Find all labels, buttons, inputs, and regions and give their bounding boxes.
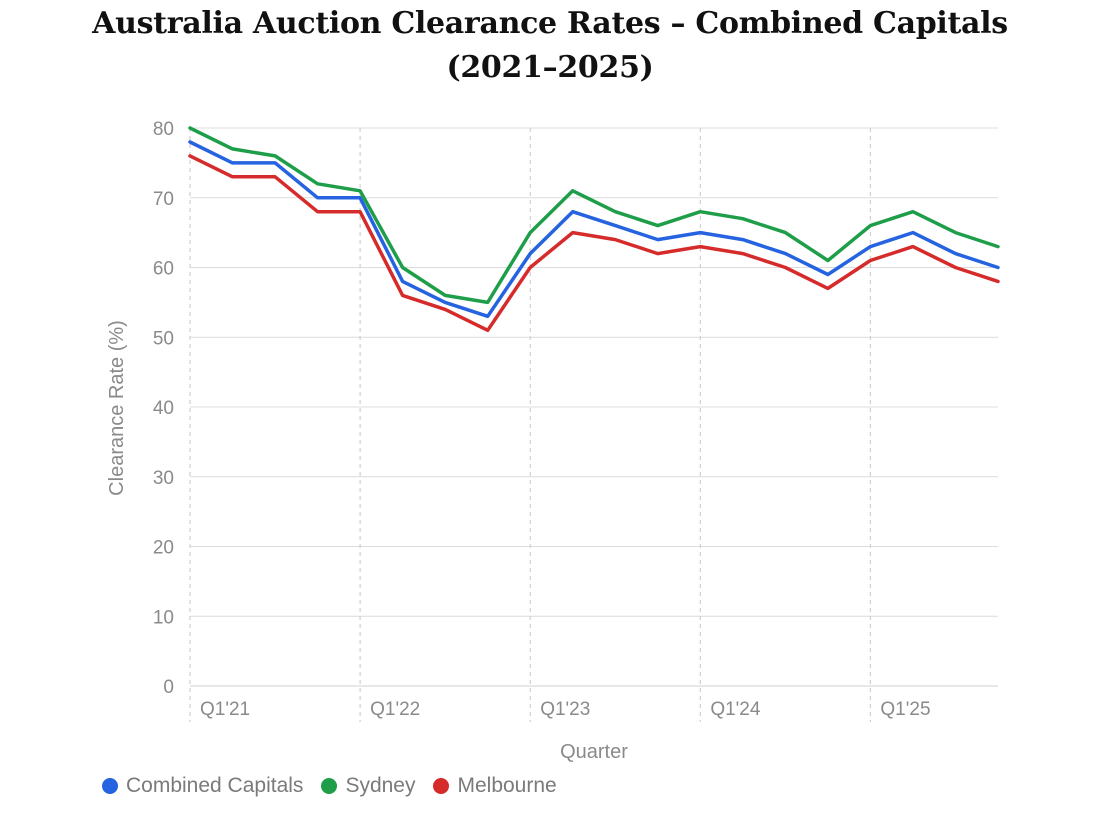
- y-tick-labels: 0 10 20 30 40 50 60 70 80: [153, 119, 174, 698]
- x-tick-label: Q1'22: [370, 699, 420, 720]
- y-tick-label: 60: [153, 259, 174, 280]
- y-gridlines: [190, 127, 998, 687]
- legend-marker: [102, 778, 118, 794]
- x-tick-label: Q1'23: [540, 699, 590, 720]
- x-tick-label: Q1'21: [200, 699, 250, 720]
- series-lines: [188, 126, 1000, 333]
- legend-marker: [321, 778, 338, 794]
- chart-title-line-1: Australia Auction Clearance Rates – Comb…: [92, 6, 1008, 41]
- x-tick-label: Q1'25: [880, 699, 930, 720]
- legend-marker: [433, 778, 450, 794]
- series-line-combined-capitals: [188, 140, 1000, 319]
- legend-label: Melbourne: [457, 774, 557, 797]
- x-gridlines: [189, 128, 872, 722]
- series-line-sydney: [188, 126, 1000, 305]
- y-tick-label: 0: [163, 677, 174, 698]
- x-axis-label: Quarter: [560, 741, 628, 763]
- y-tick-label: 50: [153, 328, 174, 349]
- legend-label: Combined Capitals: [126, 774, 304, 797]
- legend-item-sydney[interactable]: Sydney: [321, 774, 415, 798]
- chart-title: Australia Auction Clearance Rates – Comb…: [0, 2, 1100, 90]
- y-tick-label: 10: [153, 607, 174, 628]
- x-tick-label: Q1'24: [710, 699, 761, 720]
- y-tick-label: 80: [153, 119, 174, 140]
- y-tick-label: 30: [153, 468, 174, 489]
- series-line-melbourne: [188, 154, 1000, 333]
- chart-title-line-2: (2021–2025): [446, 50, 654, 85]
- legend-label: Sydney: [345, 774, 416, 797]
- y-tick-label: 20: [153, 538, 174, 559]
- y-tick-label: 70: [153, 189, 174, 210]
- y-axis-label: Clearance Rate (%): [106, 320, 128, 496]
- y-tick-label: 40: [153, 398, 174, 419]
- legend-item-melbourne[interactable]: Melbourne: [433, 774, 557, 798]
- legend: Combined Capitals Sydney Melbourne: [102, 774, 575, 798]
- x-tick-labels: Q1'21 Q1'22 Q1'23 Q1'24 Q1'25: [200, 699, 931, 720]
- legend-item-combined-capitals[interactable]: Combined Capitals: [102, 774, 303, 798]
